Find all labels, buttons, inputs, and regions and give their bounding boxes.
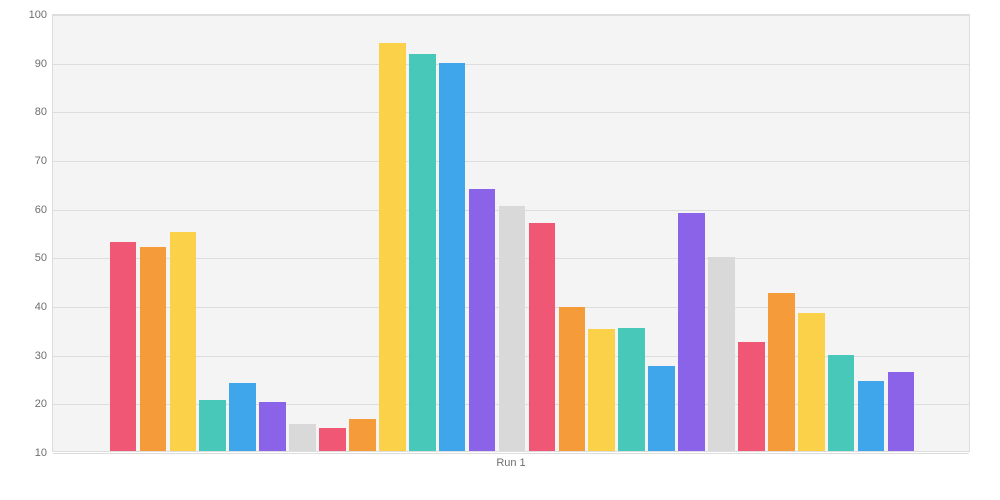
bar [199, 400, 226, 451]
y-tick-label: 70 [35, 155, 53, 167]
y-tick-label: 40 [35, 301, 53, 313]
y-tick-label: 60 [35, 204, 53, 216]
bar [648, 366, 675, 451]
y-tick-label: 50 [35, 252, 53, 264]
bar [858, 381, 885, 451]
plot-area: 102030405060708090100 Run 1 [52, 14, 970, 452]
y-tick-label: 20 [35, 398, 53, 410]
y-tick-label: 30 [35, 350, 53, 362]
bar [170, 232, 197, 451]
bar [319, 428, 346, 451]
bar [439, 63, 466, 451]
bar [469, 189, 496, 451]
bar [259, 402, 286, 451]
bar [768, 293, 795, 451]
bar [798, 313, 825, 451]
bar [828, 355, 855, 451]
bar [289, 424, 316, 451]
bar [618, 328, 645, 451]
bar [499, 206, 526, 451]
bar [588, 329, 615, 451]
bar [529, 223, 556, 451]
bar [708, 257, 735, 451]
x-axis-label: Run 1 [496, 451, 525, 469]
bar [678, 213, 705, 451]
bar [379, 43, 406, 451]
y-tick-label: 100 [29, 9, 53, 21]
bar [409, 54, 436, 451]
bar [349, 419, 376, 451]
chart-container: 10 20 30 40 50 60 70 80 90 100 Run 1 [0, 0, 1000, 500]
bar [110, 242, 137, 451]
bar [888, 372, 915, 451]
bar [140, 247, 167, 451]
y-tick-label: 90 [35, 58, 53, 70]
bars-group [53, 15, 969, 451]
y-tick-label: 80 [35, 106, 53, 118]
bar [229, 383, 256, 451]
bar [559, 307, 586, 451]
bar [738, 342, 765, 451]
y-tick-label: 10 [35, 447, 53, 459]
